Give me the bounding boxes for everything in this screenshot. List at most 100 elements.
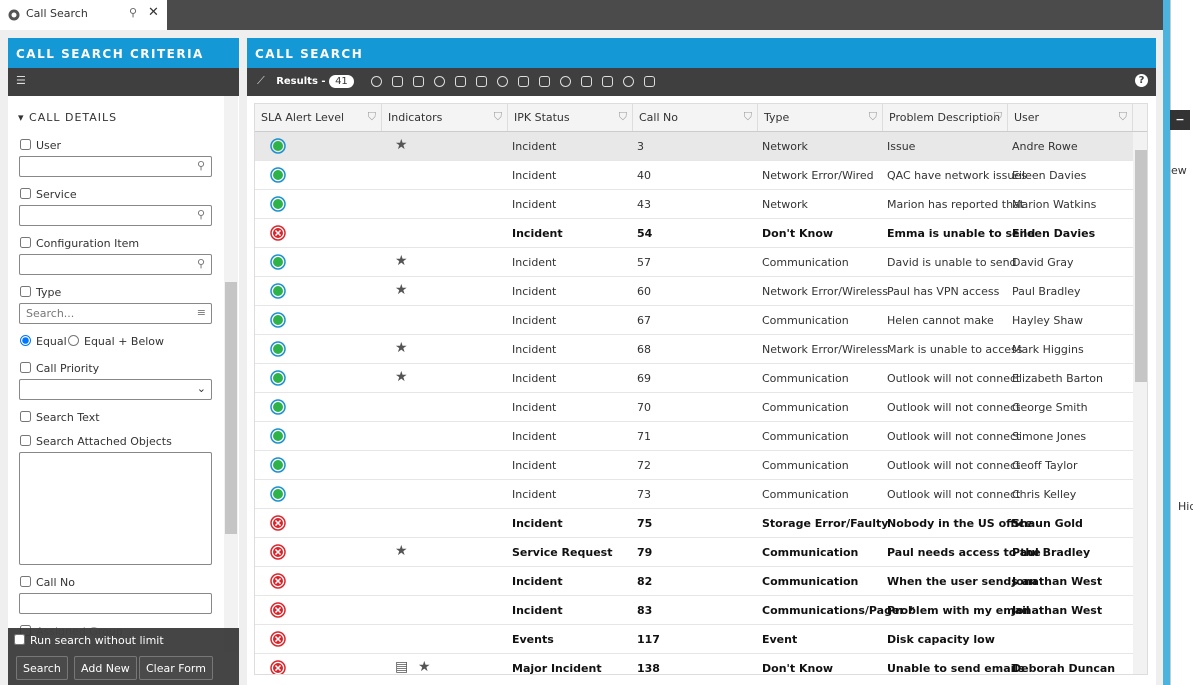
cell: Events <box>512 633 554 646</box>
cell: Network Error/Wireless <box>762 343 888 356</box>
priority-check[interactable]: Call Priority <box>20 362 99 375</box>
close[interactable]: ✕ <box>148 5 159 20</box>
table-row[interactable]: ▤ ★ Major Incident 138 Don't Know Unable to s… <box>255 654 1133 674</box>
star-icon: ★ <box>395 543 408 559</box>
column-header[interactable]: Problem Description ⛉ <box>883 104 1008 131</box>
type-input[interactable]: Search... ≡ <box>19 303 212 324</box>
toolbar-button[interactable] <box>518 75 530 87</box>
no-limit-check[interactable]: Run search without limit <box>14 634 164 647</box>
table-scrollbar[interactable] <box>1133 132 1147 674</box>
toolbar-button[interactable] <box>644 75 656 87</box>
cell: 69 <box>637 372 651 385</box>
search-button[interactable]: Search <box>16 656 68 680</box>
table-row[interactable]: Incident 43 Network Marion has reported tha… <box>255 190 1133 219</box>
attached-textarea[interactable] <box>19 452 212 565</box>
equal-below-radio[interactable]: Equal + Below <box>68 335 164 348</box>
table-row[interactable]: Incident 71 Communication Outlook will not … <box>255 422 1133 451</box>
service-check[interactable]: Service <box>20 188 77 201</box>
table-row[interactable]: Incident 83 Communications/Pager * Problem … <box>255 596 1133 625</box>
table-row[interactable]: Incident 40 Network Error/Wired QAC have ne… <box>255 161 1133 190</box>
menu-icon[interactable]: ☰ <box>16 74 26 87</box>
column-header[interactable]: Indicators ⛉ <box>382 104 508 131</box>
column-header[interactable]: SLA Alert Level ⛉ <box>255 104 382 131</box>
filter-icon[interactable]: ⛉ <box>743 110 752 123</box>
scrollbar[interactable] <box>224 96 238 652</box>
ci-check[interactable]: Configuration Item <box>20 237 139 250</box>
sla-icon <box>270 428 286 444</box>
section-label: CALL DETAILS <box>29 111 118 124</box>
toolbar-icon[interactable]: ⟋ <box>257 74 265 87</box>
cell: 75 <box>637 517 653 530</box>
help[interactable]: ? <box>1135 74 1148 87</box>
ci-input[interactable]: ⚲ <box>19 254 212 275</box>
user-input[interactable]: ⚲ <box>19 156 212 177</box>
column-header[interactable]: IPK Status ⛉ <box>508 104 633 131</box>
table-row[interactable]: Incident 67 Communication Helen cannot make… <box>255 306 1133 335</box>
star-icon: ★ <box>395 253 408 269</box>
toolbar-button[interactable] <box>560 75 572 87</box>
table-row[interactable]: Incident 75 Storage Error/Faulty Nobody in … <box>255 509 1133 538</box>
filter-icon[interactable]: ⛉ <box>993 110 1002 123</box>
type-check[interactable]: Type <box>20 286 61 299</box>
table-row[interactable]: ★ Incident 57 Communication David is unable … <box>255 248 1133 277</box>
cell: Incident <box>512 256 557 269</box>
tab[interactable]: Call Search ⚲ ✕ <box>0 0 167 30</box>
toolbar-button[interactable] <box>581 75 593 87</box>
cell: Incident <box>512 314 557 327</box>
cell: Eileen Davies <box>1012 227 1096 240</box>
attached-check[interactable]: Search Attached Objects <box>20 435 172 448</box>
filter-icon[interactable]: ⛉ <box>493 110 502 123</box>
table-row[interactable]: ★ Incident 68 Network Error/Wireless Mark is… <box>255 335 1133 364</box>
toolbar-button[interactable] <box>392 75 404 87</box>
column-title: Problem Description <box>889 111 1001 124</box>
toolbar-button[interactable] <box>455 75 467 87</box>
filter-icon[interactable]: ⛉ <box>618 110 627 123</box>
toolbar-button[interactable] <box>434 75 446 87</box>
priority-select[interactable]: ⌄ <box>19 379 212 400</box>
table-row[interactable]: ★ Incident 69 Communication Outlook will not… <box>255 364 1133 393</box>
criteria-title: CALL SEARCH CRITERIA <box>8 38 239 68</box>
table-row[interactable]: Incident 72 Communication Outlook will not … <box>255 451 1133 480</box>
table-row[interactable]: ★ Service Request 79 Communication Paul need… <box>255 538 1133 567</box>
toolbar-button[interactable] <box>602 75 614 87</box>
table-row[interactable]: ★ Incident 3 Network Issue Andre Rowe <box>255 132 1133 161</box>
cell: Paul needs access to the <box>887 546 1041 559</box>
table-row[interactable]: Incident 73 Communication Outlook will not … <box>255 480 1133 509</box>
filter-icon[interactable]: ⛉ <box>367 110 376 123</box>
sla-icon <box>270 312 286 328</box>
user-check[interactable]: User <box>20 139 61 152</box>
toolbar-button[interactable] <box>371 75 383 87</box>
column-header[interactable]: Call No ⛉ <box>633 104 758 131</box>
toolbar-button[interactable] <box>476 75 488 87</box>
cell: 60 <box>637 285 651 298</box>
cell: Incident <box>512 604 563 617</box>
toolbar-button[interactable] <box>497 75 509 87</box>
table-row[interactable]: ★ Incident 60 Network Error/Wireless Paul ha… <box>255 277 1133 306</box>
table-row[interactable]: Incident 54 Don't Know Emma is unable to se… <box>255 219 1133 248</box>
toolbar-button[interactable] <box>539 75 551 87</box>
clear-form-button[interactable]: Clear Form <box>139 656 213 680</box>
table-row[interactable]: Incident 82 Communication When the user sen… <box>255 567 1133 596</box>
cell: 71 <box>637 430 651 443</box>
add-new-button[interactable]: Add New <box>74 656 137 680</box>
service-input[interactable]: ⚲ <box>19 205 212 226</box>
column-header[interactable]: Type ⛉ <box>758 104 883 131</box>
cell: Incident <box>512 517 563 530</box>
toolbar-button[interactable] <box>623 75 635 87</box>
call-no-input[interactable] <box>19 593 212 614</box>
cell: Incident <box>512 227 563 240</box>
filter-icon[interactable]: ⛉ <box>868 110 877 123</box>
label: Search Attached Objects <box>36 435 172 448</box>
side-button[interactable]: − <box>1170 110 1190 130</box>
column-header[interactable]: User ⛉ <box>1008 104 1133 131</box>
toolbar-button[interactable] <box>413 75 425 87</box>
search-text-check[interactable]: Search Text <box>20 411 100 424</box>
equal-radio[interactable]: Equal <box>20 335 67 348</box>
cell: Communication <box>762 401 849 414</box>
filter-icon[interactable]: ⛉ <box>1118 110 1127 123</box>
pin[interactable]: ⚲ <box>129 6 138 19</box>
cell: 70 <box>637 401 651 414</box>
table-row[interactable]: Events 117 Event Disk capacity low <box>255 625 1133 654</box>
call-no-check[interactable]: Call No <box>20 576 75 589</box>
table-row[interactable]: Incident 70 Communication Outlook will not … <box>255 393 1133 422</box>
